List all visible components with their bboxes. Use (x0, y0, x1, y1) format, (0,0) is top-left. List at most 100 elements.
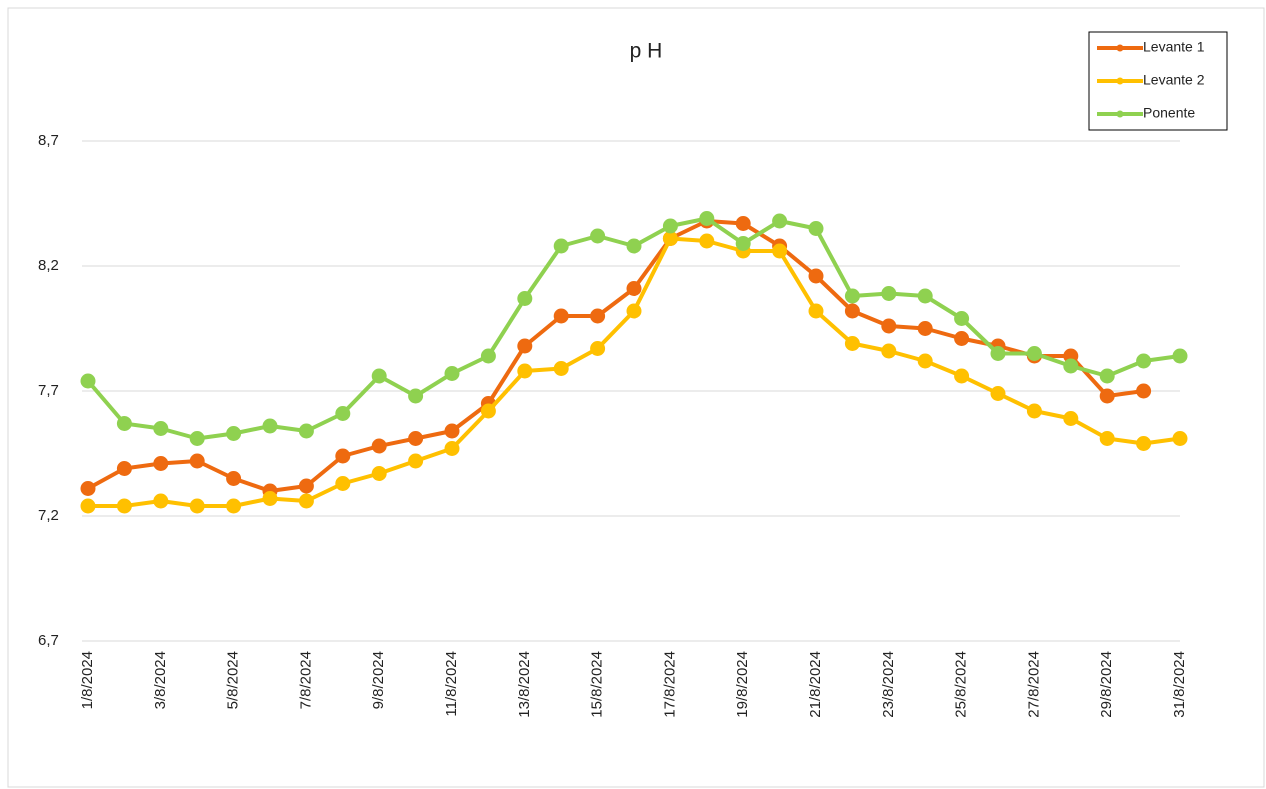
legend-marker (1116, 110, 1124, 118)
data-point (408, 431, 424, 446)
data-point (590, 341, 606, 356)
data-point (662, 231, 678, 246)
data-point (954, 331, 970, 346)
data-point (1136, 383, 1152, 399)
chart-frame (7, 7, 1265, 788)
x-tick-label: 29/8/2024 (1098, 651, 1115, 718)
data-point (153, 493, 169, 509)
data-point (662, 218, 678, 234)
x-tick-label: 19/8/2024 (734, 651, 751, 718)
data-point (553, 361, 569, 376)
data-point (226, 471, 242, 486)
legend-label: Levante 2 (1143, 72, 1205, 88)
data-point (116, 416, 132, 431)
data-point (808, 268, 824, 284)
data-point (371, 368, 387, 384)
legend-label: Levante 1 (1143, 39, 1205, 55)
y-tick-label: 6,7 (38, 632, 59, 649)
x-tick-label: 13/8/2024 (516, 651, 533, 718)
data-point (226, 498, 242, 514)
data-point (517, 363, 533, 379)
x-tick-label: 23/8/2024 (880, 651, 897, 718)
x-tick-label: 15/8/2024 (589, 651, 606, 718)
data-point (189, 498, 205, 514)
legend-label: Ponente (1143, 105, 1195, 121)
data-point (298, 423, 314, 439)
data-point (517, 291, 533, 306)
x-tick-label: 25/8/2024 (953, 651, 970, 718)
legend-marker (1116, 44, 1124, 52)
data-point (553, 308, 569, 324)
x-tick-label: 21/8/2024 (807, 651, 824, 718)
data-point (335, 476, 351, 491)
data-point (153, 456, 169, 471)
data-point (1063, 358, 1079, 374)
data-point (808, 221, 824, 236)
x-tick-label: 3/8/2024 (152, 651, 169, 709)
data-point (881, 318, 897, 334)
legend-marker (1116, 77, 1124, 85)
x-tick-label: 9/8/2024 (370, 651, 387, 709)
data-point (1099, 368, 1115, 384)
data-point (517, 338, 533, 354)
data-point (262, 491, 278, 506)
data-point (881, 286, 897, 301)
data-point (808, 303, 824, 319)
data-point (480, 403, 496, 419)
data-point (480, 348, 496, 364)
data-point (80, 373, 96, 389)
data-point (408, 388, 424, 404)
data-point (1026, 346, 1042, 361)
data-point (371, 438, 387, 454)
data-point (226, 426, 242, 441)
data-point (699, 233, 715, 249)
data-point (626, 303, 642, 319)
data-point (626, 281, 642, 296)
data-point (298, 478, 314, 494)
data-point (735, 216, 751, 231)
data-point (881, 343, 897, 359)
data-point (1136, 353, 1152, 369)
data-point (590, 308, 606, 324)
data-point (1099, 431, 1115, 446)
x-tick-label: 27/8/2024 (1025, 651, 1042, 718)
data-point (189, 453, 205, 469)
data-point (917, 353, 933, 369)
data-point (116, 461, 132, 476)
data-point (335, 406, 351, 421)
data-point (80, 498, 96, 514)
data-point (1063, 411, 1079, 426)
data-point (153, 421, 169, 436)
data-point (371, 466, 387, 481)
y-tick-label: 8,7 (38, 132, 59, 149)
data-point (1099, 388, 1115, 404)
data-point (917, 321, 933, 336)
x-tick-label: 17/8/2024 (661, 651, 678, 718)
chart-title: p H (630, 40, 663, 63)
data-point (954, 368, 970, 384)
data-point (990, 346, 1006, 361)
data-point (335, 448, 351, 464)
data-point (444, 423, 460, 439)
data-point (1136, 436, 1152, 451)
data-point (444, 366, 460, 381)
data-point (116, 498, 132, 514)
x-tick-label: 11/8/2024 (443, 651, 460, 717)
x-tick-label: 1/8/2024 (79, 651, 96, 709)
data-point (189, 431, 205, 446)
data-point (262, 418, 278, 434)
y-tick-label: 7,2 (38, 507, 59, 524)
x-tick-label: 31/8/2024 (1171, 651, 1188, 718)
y-tick-label: 7,7 (38, 382, 59, 399)
legend: Levante 1 Levante 2 Ponente (1088, 31, 1228, 131)
data-point (298, 493, 314, 509)
data-point (444, 441, 460, 456)
y-tick-label: 8,2 (38, 257, 59, 274)
data-point (1172, 348, 1188, 364)
data-point (844, 288, 860, 304)
x-tick-label: 7/8/2024 (297, 651, 314, 709)
data-point (408, 453, 424, 469)
data-point (1026, 403, 1042, 419)
data-point (590, 228, 606, 244)
